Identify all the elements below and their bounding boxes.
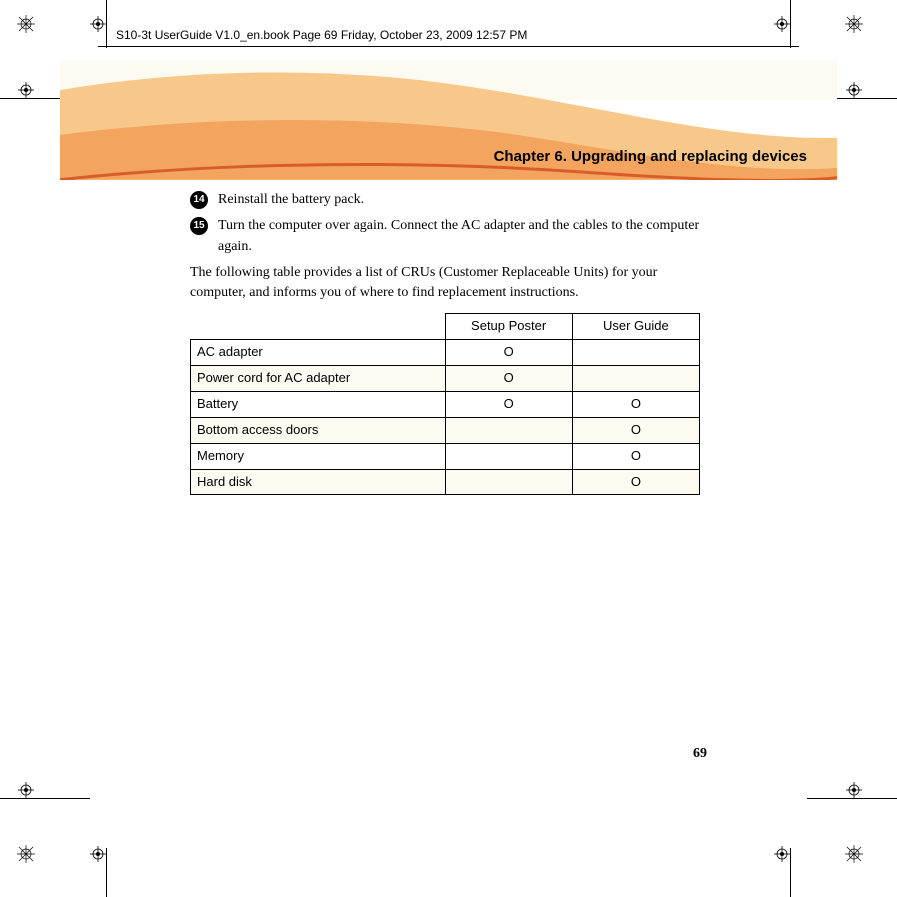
table-cell: [572, 340, 699, 366]
table-cell: AC adapter: [191, 340, 446, 366]
crop-target-icon: [90, 846, 106, 867]
crop-line: [807, 798, 897, 799]
table-cell: Power cord for AC adapter: [191, 366, 446, 392]
table-row: Memory O: [191, 443, 700, 469]
table-cell: [445, 469, 572, 495]
table-row: BatteryOO: [191, 392, 700, 418]
registration-mark-icon: [17, 15, 35, 33]
table-cell: O: [445, 366, 572, 392]
table-header-cell: User Guide: [572, 314, 699, 340]
table-cell: Memory: [191, 443, 446, 469]
doc-header-text: S10-3t UserGuide V1.0_en.book Page 69 Fr…: [98, 28, 527, 42]
table-cell: O: [572, 469, 699, 495]
crop-target-icon: [774, 846, 790, 867]
table-cell: O: [572, 443, 699, 469]
table-cell: [445, 417, 572, 443]
table-cell: [572, 366, 699, 392]
registration-mark-icon: [17, 845, 35, 863]
page-number: 69: [693, 746, 707, 762]
step-text: Reinstall the battery pack.: [218, 190, 700, 210]
table-cell: Battery: [191, 392, 446, 418]
table-cell: O: [572, 392, 699, 418]
doc-header: S10-3t UserGuide V1.0_en.book Page 69 Fr…: [98, 28, 799, 47]
table-row: Power cord for AC adapterO: [191, 366, 700, 392]
registration-mark-icon: [845, 845, 863, 863]
step-number-badge: 14: [190, 191, 208, 209]
page-content: 14 Reinstall the battery pack. 15 Turn the …: [190, 190, 700, 495]
step-number-badge: 15: [190, 217, 208, 235]
table-header-cell: [191, 314, 446, 340]
chapter-banner: Chapter 6. Upgrading and replacing devic…: [60, 60, 837, 180]
table-cell: Bottom access doors: [191, 417, 446, 443]
table-header-cell: Setup Poster: [445, 314, 572, 340]
table-cell: O: [572, 417, 699, 443]
crop-line: [790, 848, 791, 897]
table-cell: O: [445, 340, 572, 366]
chapter-title: Chapter 6. Upgrading and replacing devic…: [494, 148, 807, 165]
crop-target-icon: [846, 782, 862, 803]
crop-line: [106, 848, 107, 897]
step-text: Turn the computer over again. Connect th…: [218, 216, 700, 257]
crop-target-icon: [18, 82, 34, 103]
table-row: AC adapterO: [191, 340, 700, 366]
intro-paragraph: The following table provides a list of C…: [190, 263, 700, 304]
step-row: 14 Reinstall the battery pack.: [190, 190, 700, 210]
crop-target-icon: [18, 782, 34, 803]
table-cell: O: [445, 392, 572, 418]
table-cell: Hard disk: [191, 469, 446, 495]
table-row: Hard disk O: [191, 469, 700, 495]
crop-target-icon: [846, 82, 862, 103]
crop-line: [0, 798, 90, 799]
registration-mark-icon: [845, 15, 863, 33]
table-row: Bottom access doors O: [191, 417, 700, 443]
cru-table: Setup PosterUser Guide AC adapterOPower …: [190, 313, 700, 495]
table-cell: [445, 443, 572, 469]
step-row: 15 Turn the computer over again. Connect …: [190, 216, 700, 257]
